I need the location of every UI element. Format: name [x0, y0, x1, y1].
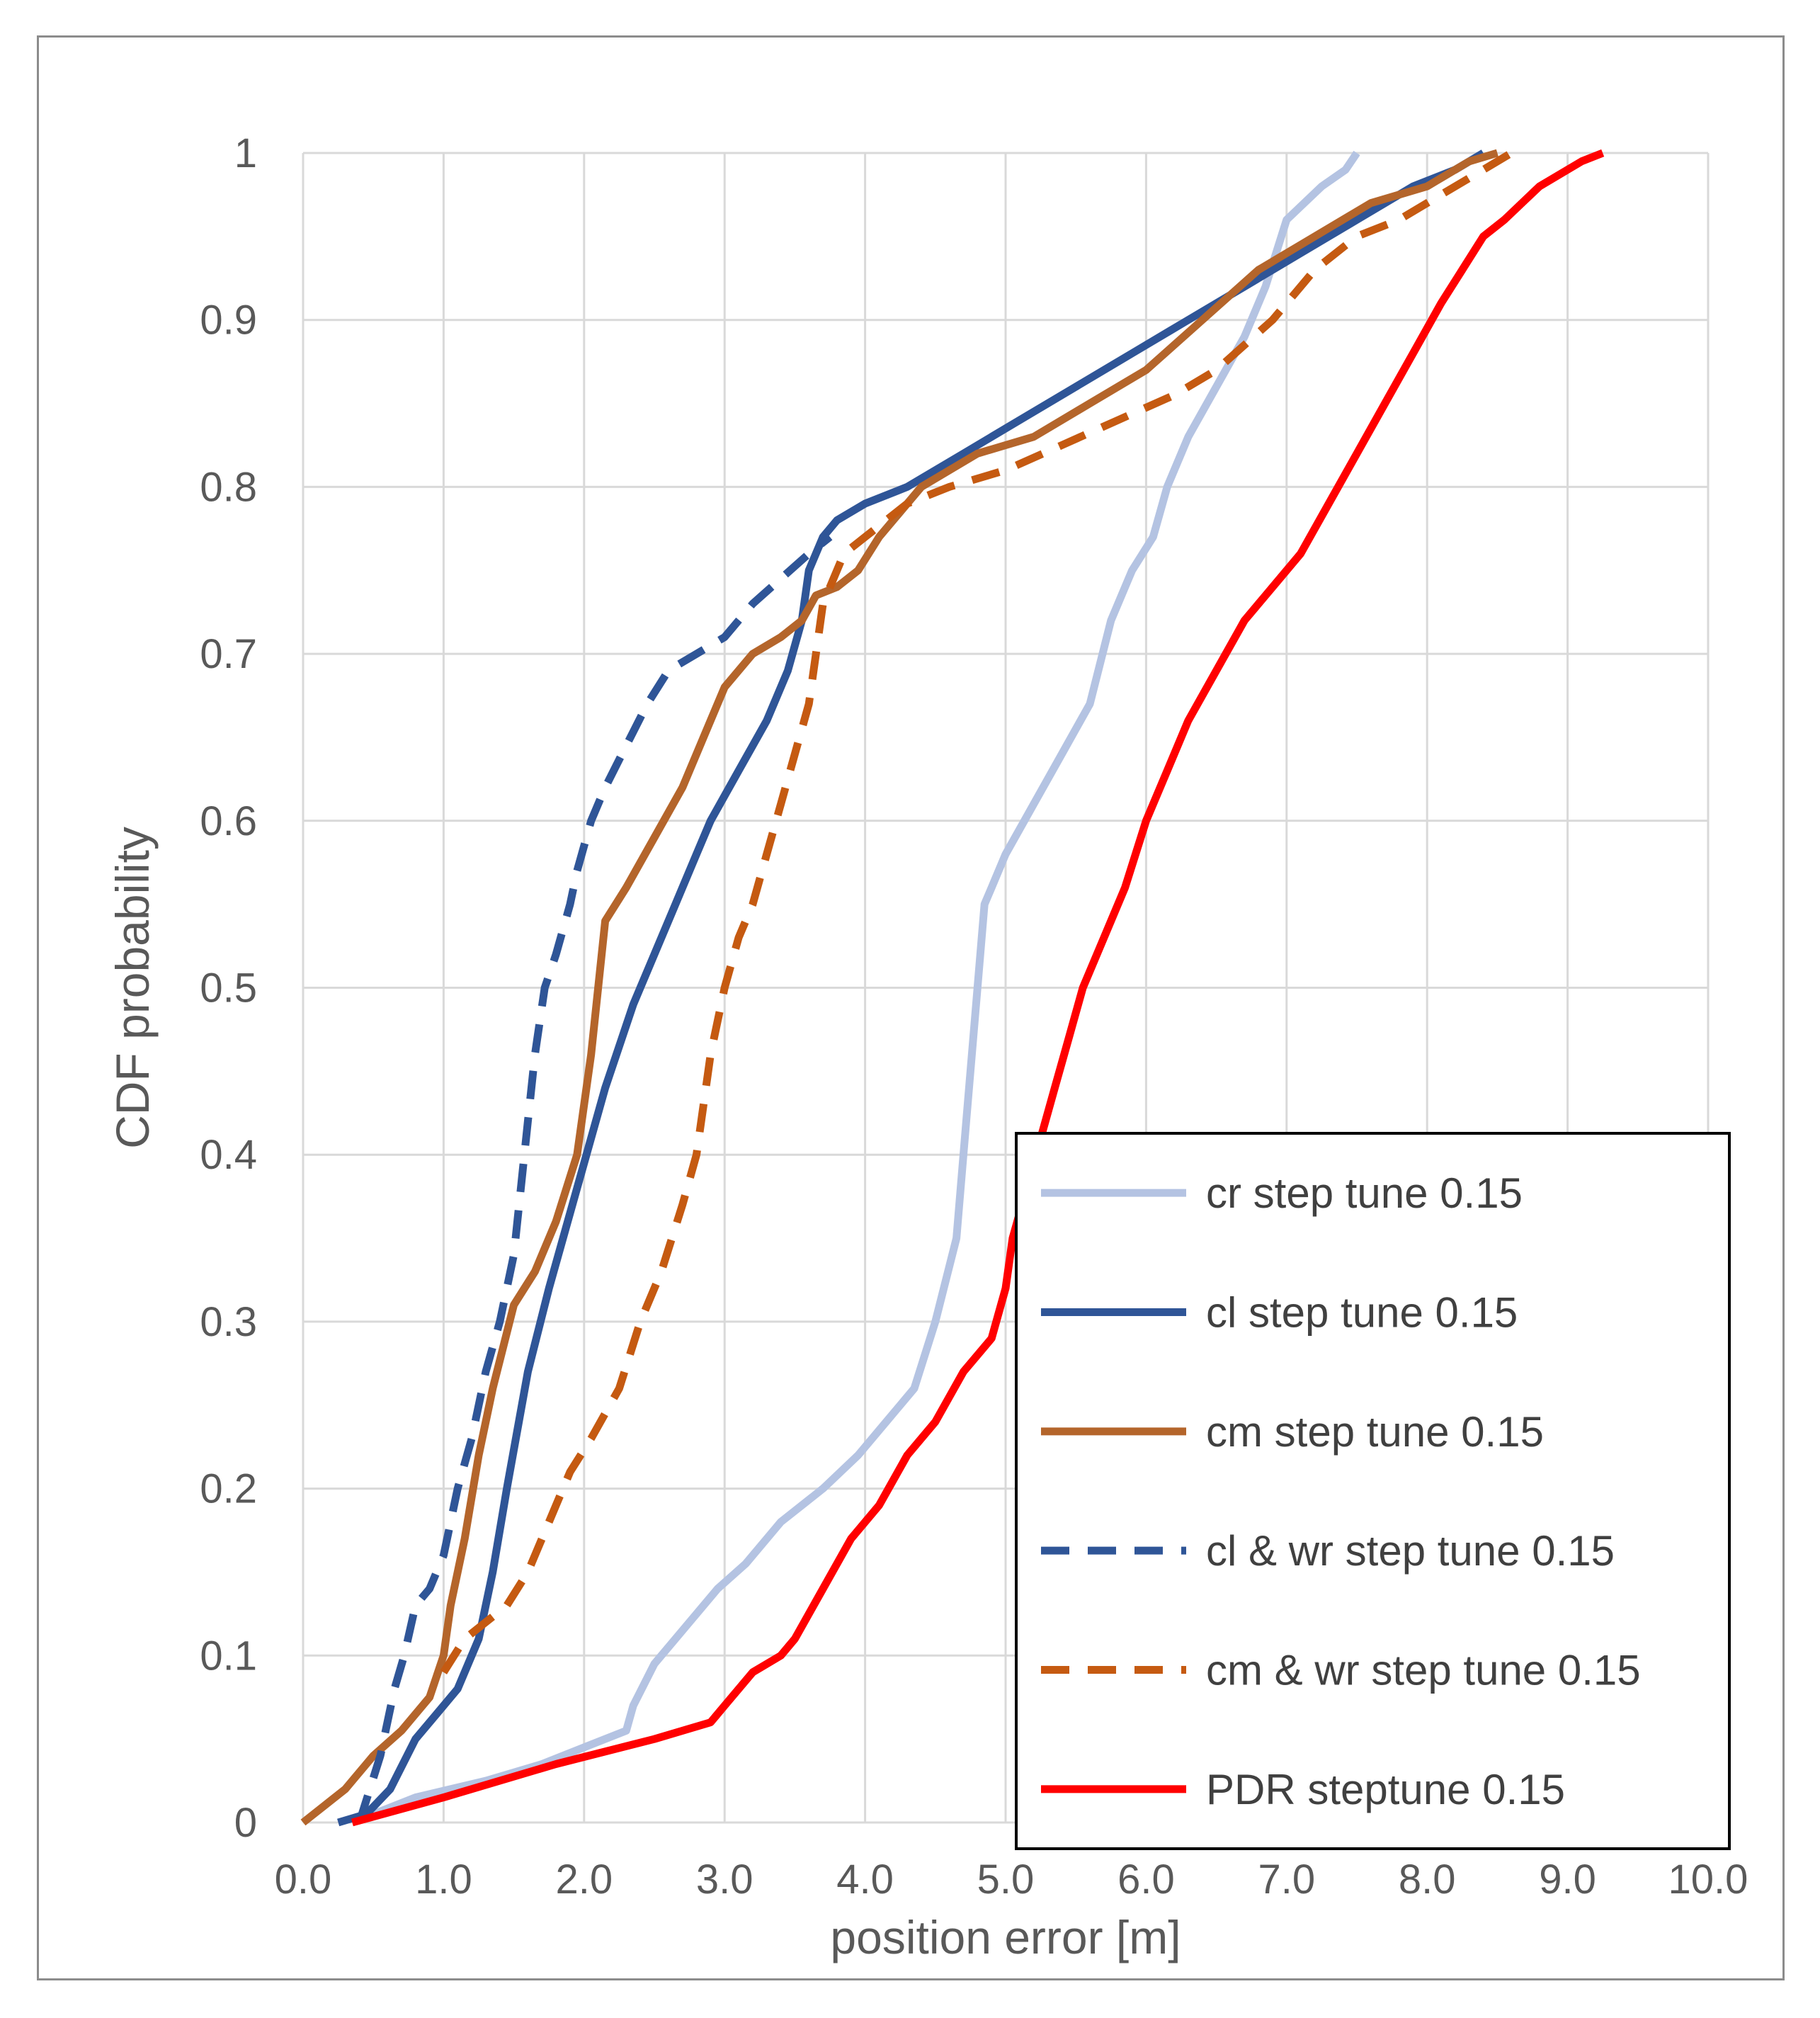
x-tick-label: 2.0	[555, 1857, 613, 1903]
x-tick-label: 3.0	[696, 1857, 753, 1903]
series-line-1	[351, 150, 1360, 1827]
y-tick-label: 0	[234, 1800, 257, 1846]
chart-frame: 0.0 1.0 2.0 3.0 4.0 5.0 6.0 7.0 8.0 9.0 10.0 0 0.1 0…	[37, 35, 1785, 1980]
y-tick-label: 1	[234, 130, 257, 176]
legend-label: cm & wr step tune 0.15	[1206, 1647, 1641, 1694]
y-tick-label: 0.7	[200, 631, 257, 677]
y-tick-label: 0.2	[200, 1466, 257, 1512]
x-tick-labels: 0.0 1.0 2.0 3.0 4.0 5.0 6.0 7.0 8.0 9.0 10.0	[275, 1857, 1748, 1903]
y-tick-label: 0.6	[200, 798, 257, 844]
legend-items: cr step tune 0.15 cl step tune 0.15 cm ste…	[1041, 1169, 1641, 1813]
y-tick-label: 0.4	[200, 1132, 257, 1178]
series-line-3	[300, 149, 1498, 1826]
x-tick-label: 4.0	[836, 1857, 894, 1903]
legend-label: PDR steptune 0.15	[1206, 1766, 1565, 1813]
x-tick-label: 6.0	[1117, 1857, 1175, 1903]
x-tick-label: 9.0	[1539, 1857, 1596, 1903]
y-tick-labels: 0 0.1 0.2 0.3 0.4 0.5 0.6 0.7 0.8 0.9 1	[200, 130, 257, 1846]
x-tick-label: 0.0	[275, 1857, 332, 1903]
y-tick-label: 0.9	[200, 297, 257, 344]
x-tick-label: 8.0	[1399, 1857, 1456, 1903]
series-lines	[300, 149, 1605, 1827]
series-line-6	[351, 149, 1605, 1827]
legend-label: cr step tune 0.15	[1206, 1169, 1523, 1217]
x-tick-label: 10.0	[1668, 1857, 1748, 1903]
y-tick-label: 0.1	[200, 1633, 257, 1679]
x-axis-title: position error [m]	[830, 1911, 1181, 1963]
y-tick-label: 0.3	[200, 1299, 257, 1345]
legend-box	[1015, 1132, 1731, 1850]
cdf-chart: 0.0 1.0 2.0 3.0 4.0 5.0 6.0 7.0 8.0 9.0 10.0 00.10…	[106, 130, 1748, 1963]
x-tick-label: 5.0	[977, 1857, 1035, 1903]
legend-label: cm step tune 0.15	[1206, 1408, 1544, 1456]
legend-label: cl & wr step tune 0.15	[1206, 1527, 1615, 1575]
legend-label: cl step tune 0.15	[1206, 1289, 1518, 1337]
legend: cr step tune 0.15 cl step tune 0.15 cm ste…	[1015, 1132, 1731, 1850]
y-axis-title: CDF probability	[106, 827, 159, 1149]
y-tick-label: 0.5	[200, 965, 257, 1011]
series-line-4	[356, 533, 833, 1824]
series-line-5	[440, 149, 1514, 1674]
y-tick-label: 0.8	[200, 464, 257, 510]
x-tick-label: 7.0	[1258, 1857, 1315, 1903]
x-tick-label: 1.0	[415, 1857, 472, 1903]
